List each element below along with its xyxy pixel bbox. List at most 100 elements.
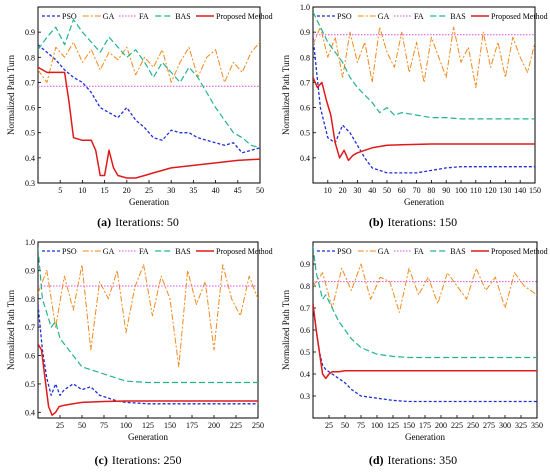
legend-label: FA — [414, 12, 424, 21]
x-tick-label: 175 — [186, 421, 198, 430]
x-tick-label: 80 — [427, 186, 435, 195]
x-tick-label: 50 — [256, 186, 264, 195]
x-tick-label: 150 — [403, 421, 415, 430]
x-tick-label: 10 — [78, 186, 86, 195]
chart-panel-0: 5 10 15 20 25 30 35 40 45 50 0.3 0.4 0.5 0.6 0.7 0.8 0.9… — [6, 6, 273, 207]
x-tick-label: 225 — [451, 421, 463, 430]
y-tick-label: 1.0 — [300, 3, 310, 12]
x-tick-label: 225 — [230, 421, 242, 430]
x-tick-label: 20 — [123, 186, 131, 195]
legend-label: PSO — [337, 247, 352, 256]
x-tick-label: 150 — [529, 186, 541, 195]
y-tick-label: 0.9 — [300, 28, 310, 37]
y-tick-label: 0.7 — [25, 323, 35, 332]
series-line-pso — [313, 37, 535, 174]
y-tick-label: 0.7 — [25, 78, 35, 87]
series-line-ga — [38, 41, 260, 83]
x-axis-label: Generation — [129, 197, 169, 207]
x-tick-label: 50 — [78, 421, 86, 430]
y-tick-label: 0.6 — [300, 104, 310, 113]
y-axis-label: Normalized Path Turn — [281, 290, 291, 370]
x-axis-label: Generation — [404, 197, 444, 207]
y-axis-label: Normalized Path Turn — [6, 290, 16, 370]
x-tick-label: 120 — [485, 186, 497, 195]
y-tick-label: 0.5 — [25, 380, 35, 389]
x-tick-label: 275 — [483, 421, 495, 430]
legend-label: BAS — [450, 12, 466, 21]
x-tick-label: 10 — [324, 186, 332, 195]
x-axis-label: Generation — [128, 432, 168, 442]
legend-label: GA — [378, 247, 390, 256]
chart-panel-2: 25 50 75 100 125 150 175 200 225 250 0.4 0.5 0.6 0.7 0… — [6, 238, 273, 442]
x-tick-label: 40 — [368, 186, 376, 195]
caption-c: (c) Iterations: 250 — [95, 453, 182, 467]
y-tick-label: 0.4 — [300, 154, 310, 163]
series-line-bas — [38, 247, 258, 384]
chart-panel-1: 10 20 30 40 50 60 70 80 90 100 110 120 130 140 150 0.4 0… — [281, 3, 548, 207]
y-tick-label: 0.8 — [25, 53, 35, 62]
y-tick-label: 0.3 — [25, 179, 35, 188]
y-tick-label: 0.7 — [300, 78, 310, 87]
y-tick-label: 0.7 — [300, 304, 310, 313]
y-tick-label: 0.5 — [25, 129, 35, 138]
x-tick-label: 100 — [455, 186, 467, 195]
x-tick-label: 250 — [252, 421, 264, 430]
x-tick-label: 75 — [100, 421, 108, 430]
legend-label: Proposed Method — [491, 12, 548, 21]
x-tick-label: 250 — [467, 421, 479, 430]
series-line-proposed-method — [38, 343, 258, 416]
x-tick-label: 100 — [120, 421, 132, 430]
legend-label: PSO — [337, 12, 352, 21]
y-tick-label: 1.0 — [25, 238, 35, 247]
y-tick-label: 0.5 — [300, 348, 310, 357]
x-tick-label: 50 — [341, 421, 349, 430]
legend-label: Proposed Method — [491, 247, 548, 256]
x-tick-label: 30 — [353, 186, 361, 195]
y-tick-label: 0.9 — [25, 28, 35, 37]
series-line-pso — [38, 44, 260, 154]
caption-d: (d) Iterations: 350 — [369, 453, 457, 467]
y-tick-label: 0.6 — [300, 326, 310, 335]
y-tick-label: 0.4 — [25, 408, 35, 417]
x-axis-label: Generation — [405, 432, 445, 442]
legend-label: GA — [378, 12, 390, 21]
legend-label: GA — [103, 247, 115, 256]
caption-b: (b) Iterations: 150 — [369, 215, 457, 229]
legend-label: Proposed Method — [216, 12, 273, 21]
y-tick-label: 0.6 — [25, 352, 35, 361]
y-axis-label: Normalized Path Turn — [281, 55, 291, 135]
x-tick-label: 110 — [470, 186, 482, 195]
series-line-ga — [313, 26, 535, 88]
x-tick-label: 25 — [56, 421, 64, 430]
series-line-ga — [38, 264, 258, 368]
x-tick-label: 200 — [435, 421, 447, 430]
series-line-bas — [38, 19, 260, 149]
legend-label: PSO — [62, 12, 77, 21]
x-tick-label: 45 — [234, 186, 242, 195]
x-tick-label: 25 — [325, 421, 333, 430]
y-axis-label: Normalized Path Turn — [6, 55, 16, 135]
x-tick-label: 25 — [145, 186, 153, 195]
x-tick-label: 20 — [339, 186, 347, 195]
x-tick-label: 100 — [371, 421, 383, 430]
y-tick-label: 0.4 — [300, 370, 310, 379]
series-line-pso — [38, 304, 258, 405]
plot-frame — [312, 6, 536, 184]
legend-label: FA — [414, 247, 424, 256]
y-tick-label: 0.9 — [25, 266, 35, 275]
legend-label: BAS — [175, 247, 191, 256]
y-tick-label: 0.6 — [25, 104, 35, 113]
plot-frame — [37, 6, 261, 184]
x-tick-label: 70 — [413, 186, 421, 195]
chart-panel-3: 25 50 75 100 125 150 175 200 225 250 275 300 325 350 0… — [281, 241, 548, 442]
y-tick-label: 0.8 — [300, 53, 310, 62]
series-line-pso — [313, 303, 537, 403]
x-tick-label: 300 — [499, 421, 511, 430]
y-tick-label: 0.3 — [300, 392, 310, 401]
x-tick-label: 130 — [499, 186, 511, 195]
legend-label: BAS — [175, 12, 191, 21]
plot-frame — [312, 241, 538, 419]
series-line-ga — [313, 263, 537, 313]
series-line-bas — [313, 246, 537, 359]
legend: PSO GA FA BAS Proposed Method — [42, 12, 273, 21]
